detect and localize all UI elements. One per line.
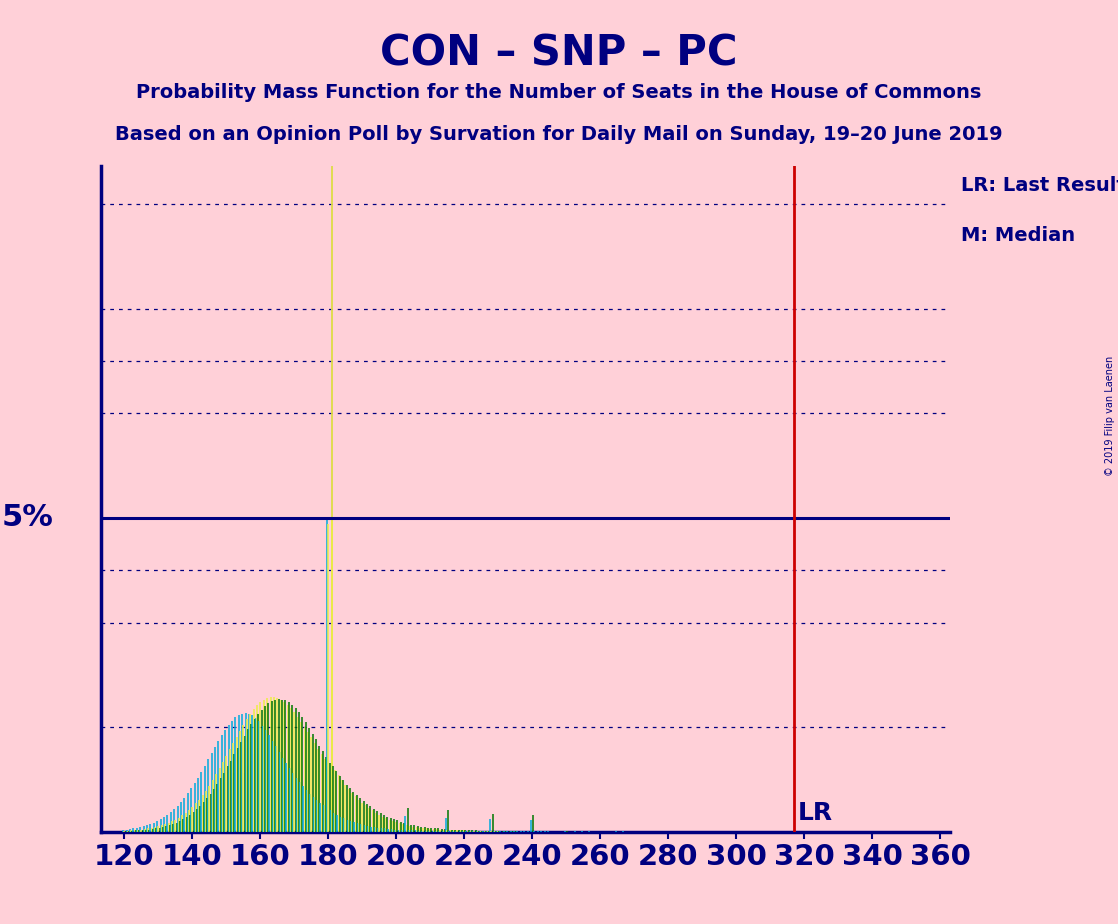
Text: 5%: 5%	[2, 504, 54, 532]
Text: LR: Last Result: LR: Last Result	[961, 176, 1118, 195]
Text: CON – SNP – PC: CON – SNP – PC	[380, 32, 738, 74]
Text: LR: LR	[798, 801, 833, 825]
Text: Probability Mass Function for the Number of Seats in the House of Commons: Probability Mass Function for the Number…	[136, 83, 982, 103]
Text: © 2019 Filip van Laenen: © 2019 Filip van Laenen	[1106, 356, 1115, 476]
Text: M: Median: M: Median	[961, 226, 1076, 246]
Text: Based on an Opinion Poll by Survation for Daily Mail on Sunday, 19–20 June 2019: Based on an Opinion Poll by Survation fo…	[115, 125, 1003, 144]
